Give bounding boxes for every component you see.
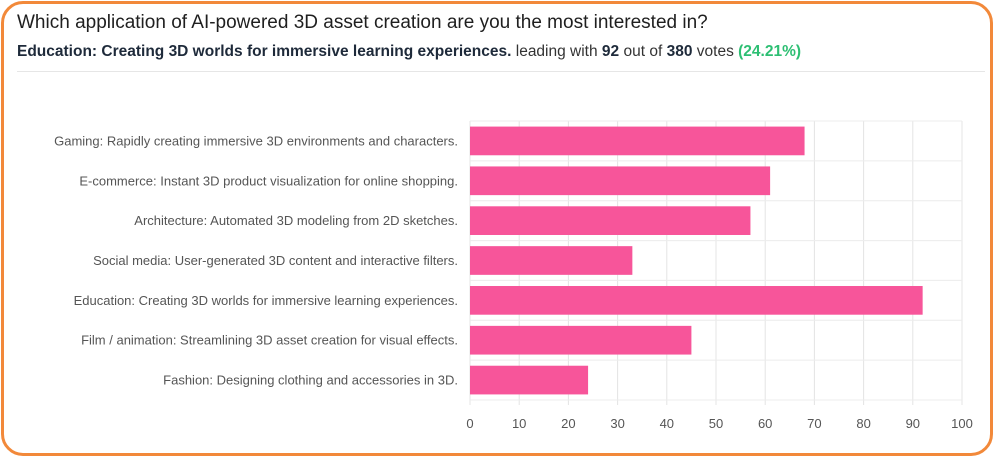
x-tick-label: 50: [709, 416, 723, 431]
x-tick-label: 0: [466, 416, 473, 431]
total-votes: 380: [666, 43, 693, 60]
category-label: Education: Creating 3D worlds for immers…: [74, 293, 458, 308]
poll-question: Which application of AI-powered 3D asset…: [17, 12, 708, 33]
x-tick-label: 60: [758, 416, 772, 431]
category-labels: Gaming: Rapidly creating immersive 3D en…: [54, 133, 458, 387]
grid-lines: [469, 120, 963, 405]
leader-option: Education: Creating 3D worlds for immers…: [17, 43, 512, 60]
category-label: Film / animation: Streamlining 3D asset …: [81, 333, 458, 348]
bars: [470, 126, 923, 395]
x-tick-label: 20: [561, 416, 575, 431]
x-tick-label: 100: [951, 416, 973, 431]
x-axis-ticks: 0 10 20 30 40 50 60 70 80 90 100: [466, 416, 972, 431]
divider: [17, 71, 985, 72]
bar[interactable]: [470, 286, 923, 315]
x-tick-label: 70: [807, 416, 821, 431]
x-tick-label: 80: [856, 416, 870, 431]
x-tick-label: 90: [906, 416, 920, 431]
x-tick-label: 40: [660, 416, 674, 431]
category-label: Architecture: Automated 3D modeling from…: [134, 213, 458, 228]
category-label: Social media: User-generated 3D content …: [93, 253, 458, 268]
bar[interactable]: [470, 126, 805, 156]
leading-with-text: leading with: [515, 43, 598, 60]
bar[interactable]: [470, 365, 589, 395]
bar[interactable]: [470, 246, 633, 275]
poll-summary: Education: Creating 3D worlds for immers…: [17, 43, 801, 61]
leader-percent: (24.21%): [738, 43, 802, 60]
x-tick-label: 10: [512, 416, 526, 431]
bar[interactable]: [470, 325, 692, 355]
out-of-text: out of: [623, 43, 663, 60]
votes-word: votes: [696, 43, 734, 60]
category-label: E-commerce: Instant 3D product visualiza…: [79, 173, 458, 188]
category-label: Fashion: Designing clothing and accessor…: [163, 373, 458, 388]
category-label: Gaming: Rapidly creating immersive 3D en…: [54, 133, 458, 148]
leader-votes: 92: [601, 43, 620, 60]
bar[interactable]: [470, 166, 771, 196]
x-tick-label: 30: [610, 416, 624, 431]
bar[interactable]: [470, 206, 751, 235]
